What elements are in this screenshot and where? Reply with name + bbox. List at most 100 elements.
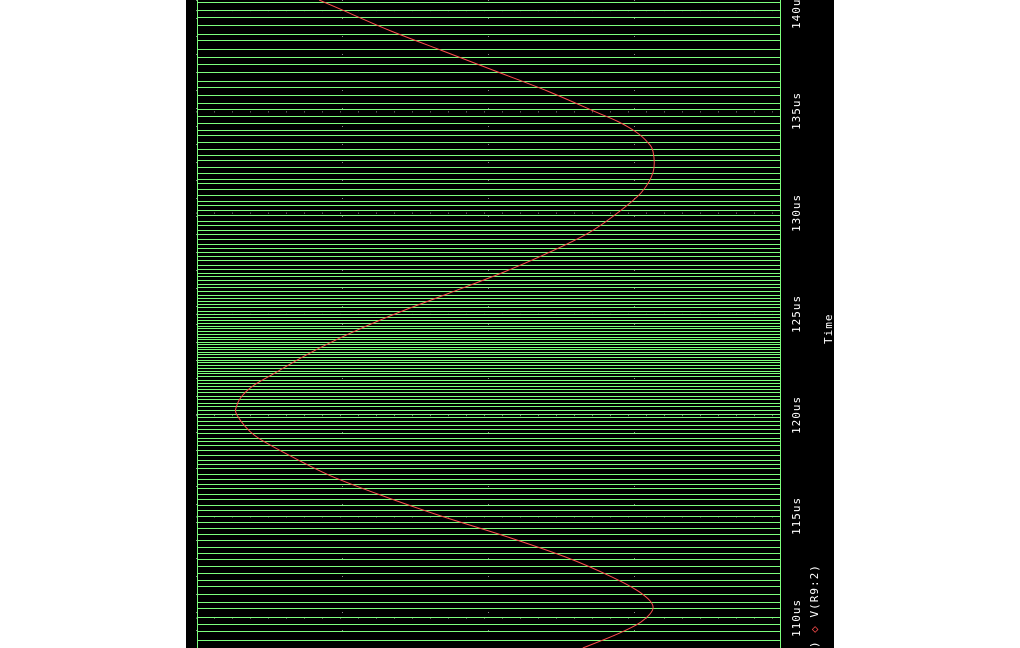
grid-dot bbox=[634, 504, 635, 505]
grid-dot bbox=[700, 111, 701, 113]
grid-dot bbox=[634, 108, 635, 109]
grid-dot bbox=[634, 486, 635, 487]
x-tick-label: 130us bbox=[790, 193, 803, 232]
x-axis-title: Time bbox=[822, 313, 835, 345]
grid-dot bbox=[682, 415, 683, 417]
grid-dot bbox=[342, 504, 343, 505]
grid-dot bbox=[342, 126, 343, 127]
grid-dot bbox=[196, 10, 197, 12]
grid-dot bbox=[322, 617, 323, 619]
grid-dot bbox=[342, 432, 343, 433]
grid-dot bbox=[342, 108, 343, 109]
grid-dot bbox=[700, 415, 701, 417]
diamond-marker-icon: ◇ bbox=[808, 625, 821, 633]
grid-dot bbox=[304, 111, 305, 113]
grid-dot bbox=[634, 36, 635, 37]
grid-dot bbox=[412, 617, 413, 619]
grid-dot bbox=[268, 617, 269, 619]
series-line-v-r9-2 bbox=[234, 0, 655, 648]
grid-dot bbox=[214, 415, 215, 417]
grid-dot bbox=[610, 415, 611, 417]
grid-dot bbox=[342, 0, 343, 1]
grid-dot bbox=[196, 18, 197, 19]
grid-dot bbox=[196, 212, 197, 214]
grid-dot bbox=[322, 212, 323, 214]
grid-dot bbox=[412, 111, 413, 113]
grid-dot bbox=[430, 111, 431, 113]
grid-dot bbox=[610, 617, 611, 619]
grid-dot bbox=[196, 252, 197, 253]
grid-dot bbox=[196, 216, 197, 217]
grid-dot bbox=[196, 198, 197, 199]
grid-dot bbox=[664, 415, 665, 417]
grid-dot bbox=[520, 111, 521, 113]
grid-dot bbox=[466, 415, 467, 417]
grid-dot bbox=[358, 212, 359, 214]
grid-dot bbox=[342, 612, 343, 613]
grid-dot bbox=[556, 111, 557, 113]
grid-dot bbox=[488, 126, 489, 127]
grid-dot bbox=[488, 432, 489, 433]
grid-dot bbox=[754, 212, 755, 214]
grid-dot bbox=[342, 306, 343, 307]
grid-dot bbox=[488, 0, 489, 1]
grid-dot bbox=[772, 415, 773, 417]
grid-dot bbox=[574, 111, 575, 113]
grid-dot bbox=[488, 216, 489, 217]
grid-dot bbox=[488, 630, 489, 631]
grid-dot bbox=[342, 198, 343, 199]
grid-dot bbox=[592, 617, 593, 619]
grid-dot bbox=[488, 162, 489, 163]
grid-dot bbox=[634, 576, 635, 577]
grid-dot bbox=[718, 212, 719, 214]
grid-dot bbox=[342, 630, 343, 631]
grid-dot bbox=[718, 415, 719, 417]
grid-dot bbox=[736, 111, 737, 113]
grid-dot bbox=[196, 162, 197, 163]
grid-dot bbox=[286, 617, 287, 619]
x-tick-label: 135us bbox=[790, 92, 803, 131]
grid-dot bbox=[634, 630, 635, 631]
grid-dot bbox=[268, 212, 269, 214]
grid-dot bbox=[196, 540, 197, 541]
grid-dot bbox=[342, 180, 343, 181]
grid-dot bbox=[394, 617, 395, 619]
grid-dot bbox=[196, 306, 197, 307]
grid-dot bbox=[196, 576, 197, 577]
grid-dot bbox=[196, 270, 197, 271]
grid-dot bbox=[488, 108, 489, 109]
grid-dot bbox=[538, 212, 539, 214]
grid-dot bbox=[196, 378, 197, 379]
grid-dot bbox=[682, 111, 683, 113]
legend-trace-label: V(R9:2) bbox=[808, 564, 821, 618]
grid-dot bbox=[488, 288, 489, 289]
waveform-plot[interactable] bbox=[186, 0, 834, 648]
grid-dot bbox=[196, 617, 197, 619]
grid-dot bbox=[196, 558, 197, 559]
grid-dot bbox=[520, 212, 521, 214]
grid-dot bbox=[196, 0, 197, 1]
grid-dot bbox=[754, 111, 755, 113]
grid-dot bbox=[592, 212, 593, 214]
grid-dot bbox=[448, 212, 449, 214]
grid-dot bbox=[634, 558, 635, 559]
grid-dot bbox=[646, 212, 647, 214]
grid-dot bbox=[322, 415, 323, 417]
grid-dot bbox=[772, 617, 773, 619]
grid-dot bbox=[484, 617, 485, 619]
grid-dot bbox=[718, 617, 719, 619]
grid-dot bbox=[376, 415, 377, 417]
grid-dot bbox=[634, 288, 635, 289]
grid-dot bbox=[196, 234, 197, 235]
grid-dot bbox=[466, 212, 467, 214]
grid-dot bbox=[448, 415, 449, 417]
grid-dot bbox=[488, 90, 489, 91]
x-tick-label: 110us bbox=[790, 598, 803, 637]
probe-plot-window[interactable] bbox=[186, 0, 834, 648]
grid-dot bbox=[502, 415, 503, 417]
trace-legend[interactable]: ) ◇ V(R9:2) bbox=[808, 564, 821, 648]
grid-dot bbox=[196, 126, 197, 127]
grid-dot bbox=[358, 415, 359, 417]
grid-dot bbox=[304, 415, 305, 417]
grid-dot bbox=[634, 324, 635, 325]
